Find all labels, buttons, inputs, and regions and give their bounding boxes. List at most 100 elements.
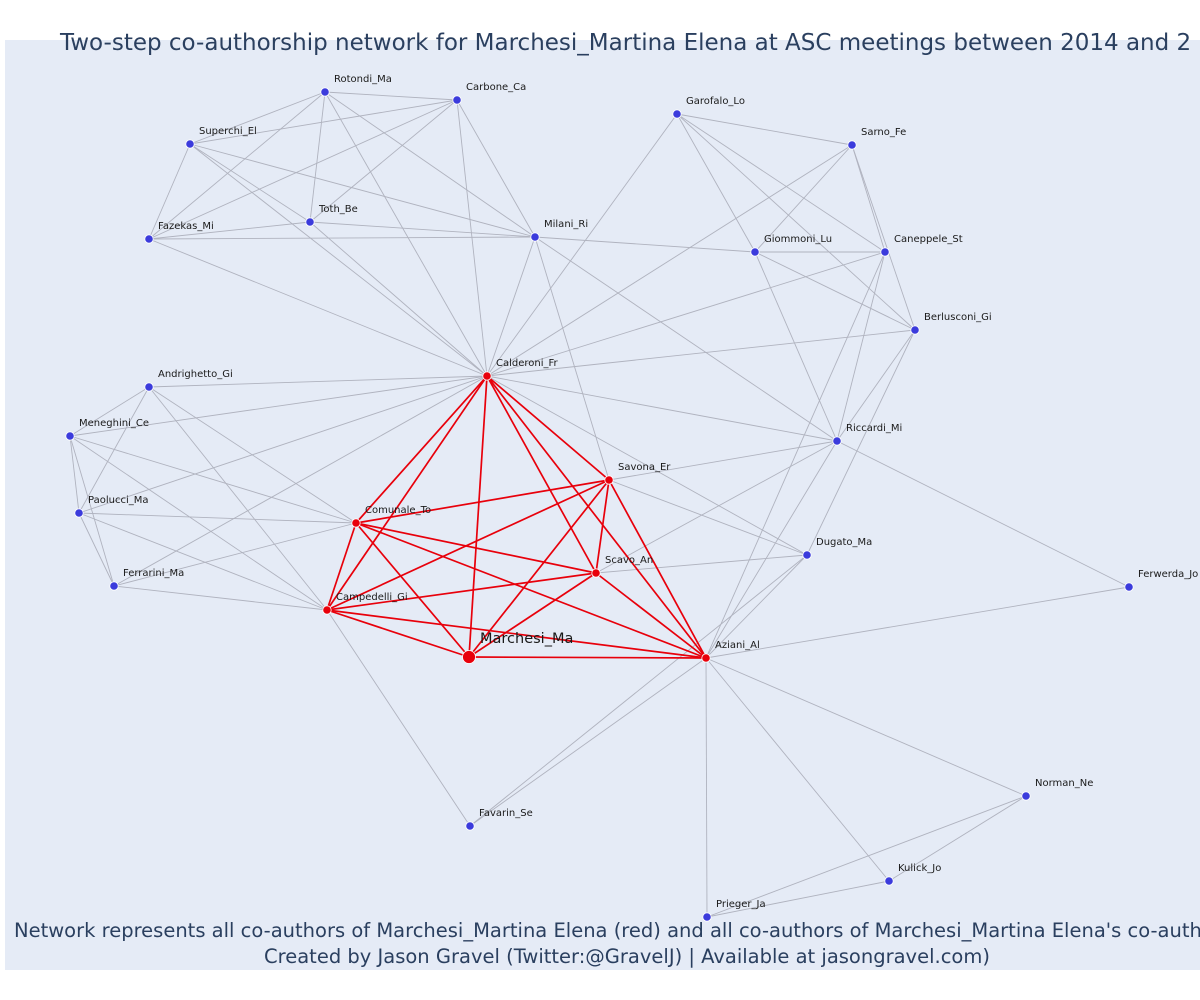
node-Savona_Er[interactable] xyxy=(604,475,614,485)
edge-Andrighetto_Gi-Comunale_To xyxy=(148,386,357,524)
node-Rotondi_Ma[interactable] xyxy=(320,87,330,97)
edge-Calderoni_Fr-Comunale_To xyxy=(355,375,488,524)
node-Prieger_Ja[interactable] xyxy=(702,912,712,922)
node-Scavo_An[interactable] xyxy=(591,568,601,578)
node-Riccardi_Mi[interactable] xyxy=(832,436,842,446)
edge-Norman_Ne-Kulick_Jo xyxy=(888,795,1027,882)
node-Meneghini_Ce[interactable] xyxy=(65,431,75,441)
node-Comunale_To[interactable] xyxy=(351,518,361,528)
edge-Savona_Er-Aziani_Al xyxy=(608,479,707,659)
node-Milani_Ri[interactable] xyxy=(530,232,540,242)
edge-Aziani_Al-Ferwerda_Jo xyxy=(705,586,1130,659)
node-Kulick_Jo[interactable] xyxy=(884,876,894,886)
edge-Giommoni_Lu-Riccardi_Mi xyxy=(754,251,838,442)
chart-title: Two-step co-authorship network for March… xyxy=(60,30,1192,56)
node-Toth_Be[interactable] xyxy=(305,217,315,227)
node-Ferrarini_Ma[interactable] xyxy=(109,581,119,591)
edge-Berlusconi_Gi-Riccardi_Mi xyxy=(836,329,916,442)
edge-Meneghini_Ce-Ferrarini_Ma xyxy=(69,435,115,587)
edge-Riccardi_Mi-Ferwerda_Jo xyxy=(836,440,1130,588)
node-label-Garofalo_Lo: Garofalo_Lo xyxy=(686,96,745,107)
node-label-Riccardi_Mi: Riccardi_Mi xyxy=(846,423,902,434)
node-label-Berlusconi_Gi: Berlusconi_Gi xyxy=(924,312,992,323)
edge-Aziani_Al-Prieger_Ja xyxy=(705,657,708,918)
node-label-Andrighetto_Gi: Andrighetto_Gi xyxy=(158,369,233,380)
node-Berlusconi_Gi[interactable] xyxy=(910,325,920,335)
node-Favarin_Se[interactable] xyxy=(465,821,475,831)
node-Fazekas_Mi[interactable] xyxy=(144,234,154,244)
node-label-Campedelli_Gi: Campedelli_Gi xyxy=(336,592,408,603)
node-label-Kulick_Jo: Kulick_Jo xyxy=(898,863,941,874)
node-Campedelli_Gi[interactable] xyxy=(322,605,332,615)
node-Sarno_Fe[interactable] xyxy=(847,140,857,150)
edge-Meneghini_Ce-Paolucci_Ma xyxy=(69,435,80,514)
node-Marchesi_Ma[interactable] xyxy=(462,650,476,664)
edge-Dugato_Ma-Favarin_Se xyxy=(469,554,808,827)
node-Calderoni_Fr[interactable] xyxy=(482,371,492,381)
edge-Calderoni_Fr-Andrighetto_Gi xyxy=(148,375,488,388)
node-Aziani_Al[interactable] xyxy=(701,653,711,663)
edge-Toth_Be-Milani_Ri xyxy=(309,221,536,238)
node-Garofalo_Lo[interactable] xyxy=(672,109,682,119)
edge-Rotondi_Ma-Toth_Be xyxy=(309,91,326,223)
edge-Toth_Be-Fazekas_Mi xyxy=(148,221,311,240)
node-label-Giommoni_Lu: Giommoni_Lu xyxy=(764,234,832,245)
edge-Aziani_Al-Norman_Ne xyxy=(705,657,1027,797)
edge-Andrighetto_Gi-Paolucci_Ma xyxy=(78,386,150,514)
node-label-Favarin_Se: Favarin_Se xyxy=(479,808,533,819)
edge-Savona_Er-Dugato_Ma xyxy=(608,479,808,556)
edge-Comunale_To-Scavo_An xyxy=(355,522,597,574)
edge-Marchesi_Ma-Savona_Er xyxy=(468,479,610,658)
node-label-Sarno_Fe: Sarno_Fe xyxy=(861,127,906,138)
gray-edge-layer xyxy=(69,91,1130,918)
edge-Paolucci_Ma-Ferrarini_Ma xyxy=(78,512,115,587)
node-label-Norman_Ne: Norman_Ne xyxy=(1035,778,1093,789)
edge-Campedelli_Gi-Savona_Er xyxy=(326,479,610,611)
edge-Andrighetto_Gi-Campedelli_Gi xyxy=(148,386,328,611)
node-label-Scavo_An: Scavo_An xyxy=(605,555,653,566)
network-graph[interactable]: Marchesi_Ma Calderoni_Fr Comunale_To Camped… xyxy=(5,40,1200,970)
node-label-Ferwerda_Jo: Ferwerda_Jo xyxy=(1138,569,1198,580)
edge-Garofalo_Lo-Sarno_Fe xyxy=(676,113,853,146)
node-Norman_Ne[interactable] xyxy=(1021,791,1031,801)
edge-Riccardi_Mi-Aziani_Al xyxy=(705,440,838,659)
node-Dugato_Ma[interactable] xyxy=(802,550,812,560)
edge-Carbone_Ca-Calderoni_Fr xyxy=(456,99,488,377)
edge-Meneghini_Ce-Campedelli_Gi xyxy=(69,435,328,611)
node-Ferwerda_Jo[interactable] xyxy=(1124,582,1134,592)
node-Superchi_El[interactable] xyxy=(185,139,195,149)
edge-Calderoni_Fr-Savona_Er xyxy=(486,375,610,481)
edge-Calderoni_Fr-Campedelli_Gi xyxy=(326,375,488,611)
footer-description: Network represents all co-authors of Mar… xyxy=(14,919,1200,942)
edge-Paolucci_Ma-Comunale_To xyxy=(78,512,357,524)
edge-Marchesi_Ma-Comunale_To xyxy=(355,522,470,658)
node-Carbone_Ca[interactable] xyxy=(452,95,462,105)
edge-Sarno_Fe-Giommoni_Lu xyxy=(754,144,853,253)
edge-Garofalo_Lo-Caneppele_St xyxy=(676,113,886,253)
edge-Ferrarini_Ma-Comunale_To xyxy=(113,522,357,587)
edge-Caneppele_St-Riccardi_Mi xyxy=(836,251,886,442)
edge-Campedelli_Gi-Scavo_An xyxy=(326,572,597,611)
node-Andrighetto_Gi[interactable] xyxy=(144,382,154,392)
node-label-Dugato_Ma: Dugato_Ma xyxy=(816,537,872,548)
edge-Campedelli_Gi-Favarin_Se xyxy=(326,609,471,827)
edge-Campedelli_Gi-Aziani_Al xyxy=(326,609,707,659)
edge-Scavo_An-Dugato_Ma xyxy=(595,554,808,574)
edge-Calderoni_Fr-Paolucci_Ma xyxy=(78,375,488,514)
edge-Andrighetto_Gi-Meneghini_Ce xyxy=(69,386,150,437)
edge-Calderoni_Fr-Meneghini_Ce xyxy=(69,375,488,437)
node-Caneppele_St[interactable] xyxy=(880,247,890,257)
node-label-Marchesi_Ma: Marchesi_Ma xyxy=(480,631,573,647)
edge-Rotondi_Ma-Superchi_El xyxy=(189,91,326,145)
node-Paolucci_Ma[interactable] xyxy=(74,508,84,518)
node-label-Ferrarini_Ma: Ferrarini_Ma xyxy=(123,568,184,579)
edge-Superchi_El-Fazekas_Mi xyxy=(148,143,191,240)
edge-Giommoni_Lu-Berlusconi_Gi xyxy=(754,251,916,331)
edge-Garofalo_Lo-Calderoni_Fr xyxy=(486,113,678,377)
edge-Berlusconi_Gi-Dugato_Ma xyxy=(806,329,916,556)
edge-Milani_Ri-Savona_Er xyxy=(534,236,610,481)
edge-Carbone_Ca-Superchi_El xyxy=(189,99,458,145)
edge-Dugato_Ma-Aziani_Al xyxy=(705,554,808,659)
edge-Calderoni_Fr-Dugato_Ma xyxy=(486,375,808,556)
node-Giommoni_Lu[interactable] xyxy=(750,247,760,257)
